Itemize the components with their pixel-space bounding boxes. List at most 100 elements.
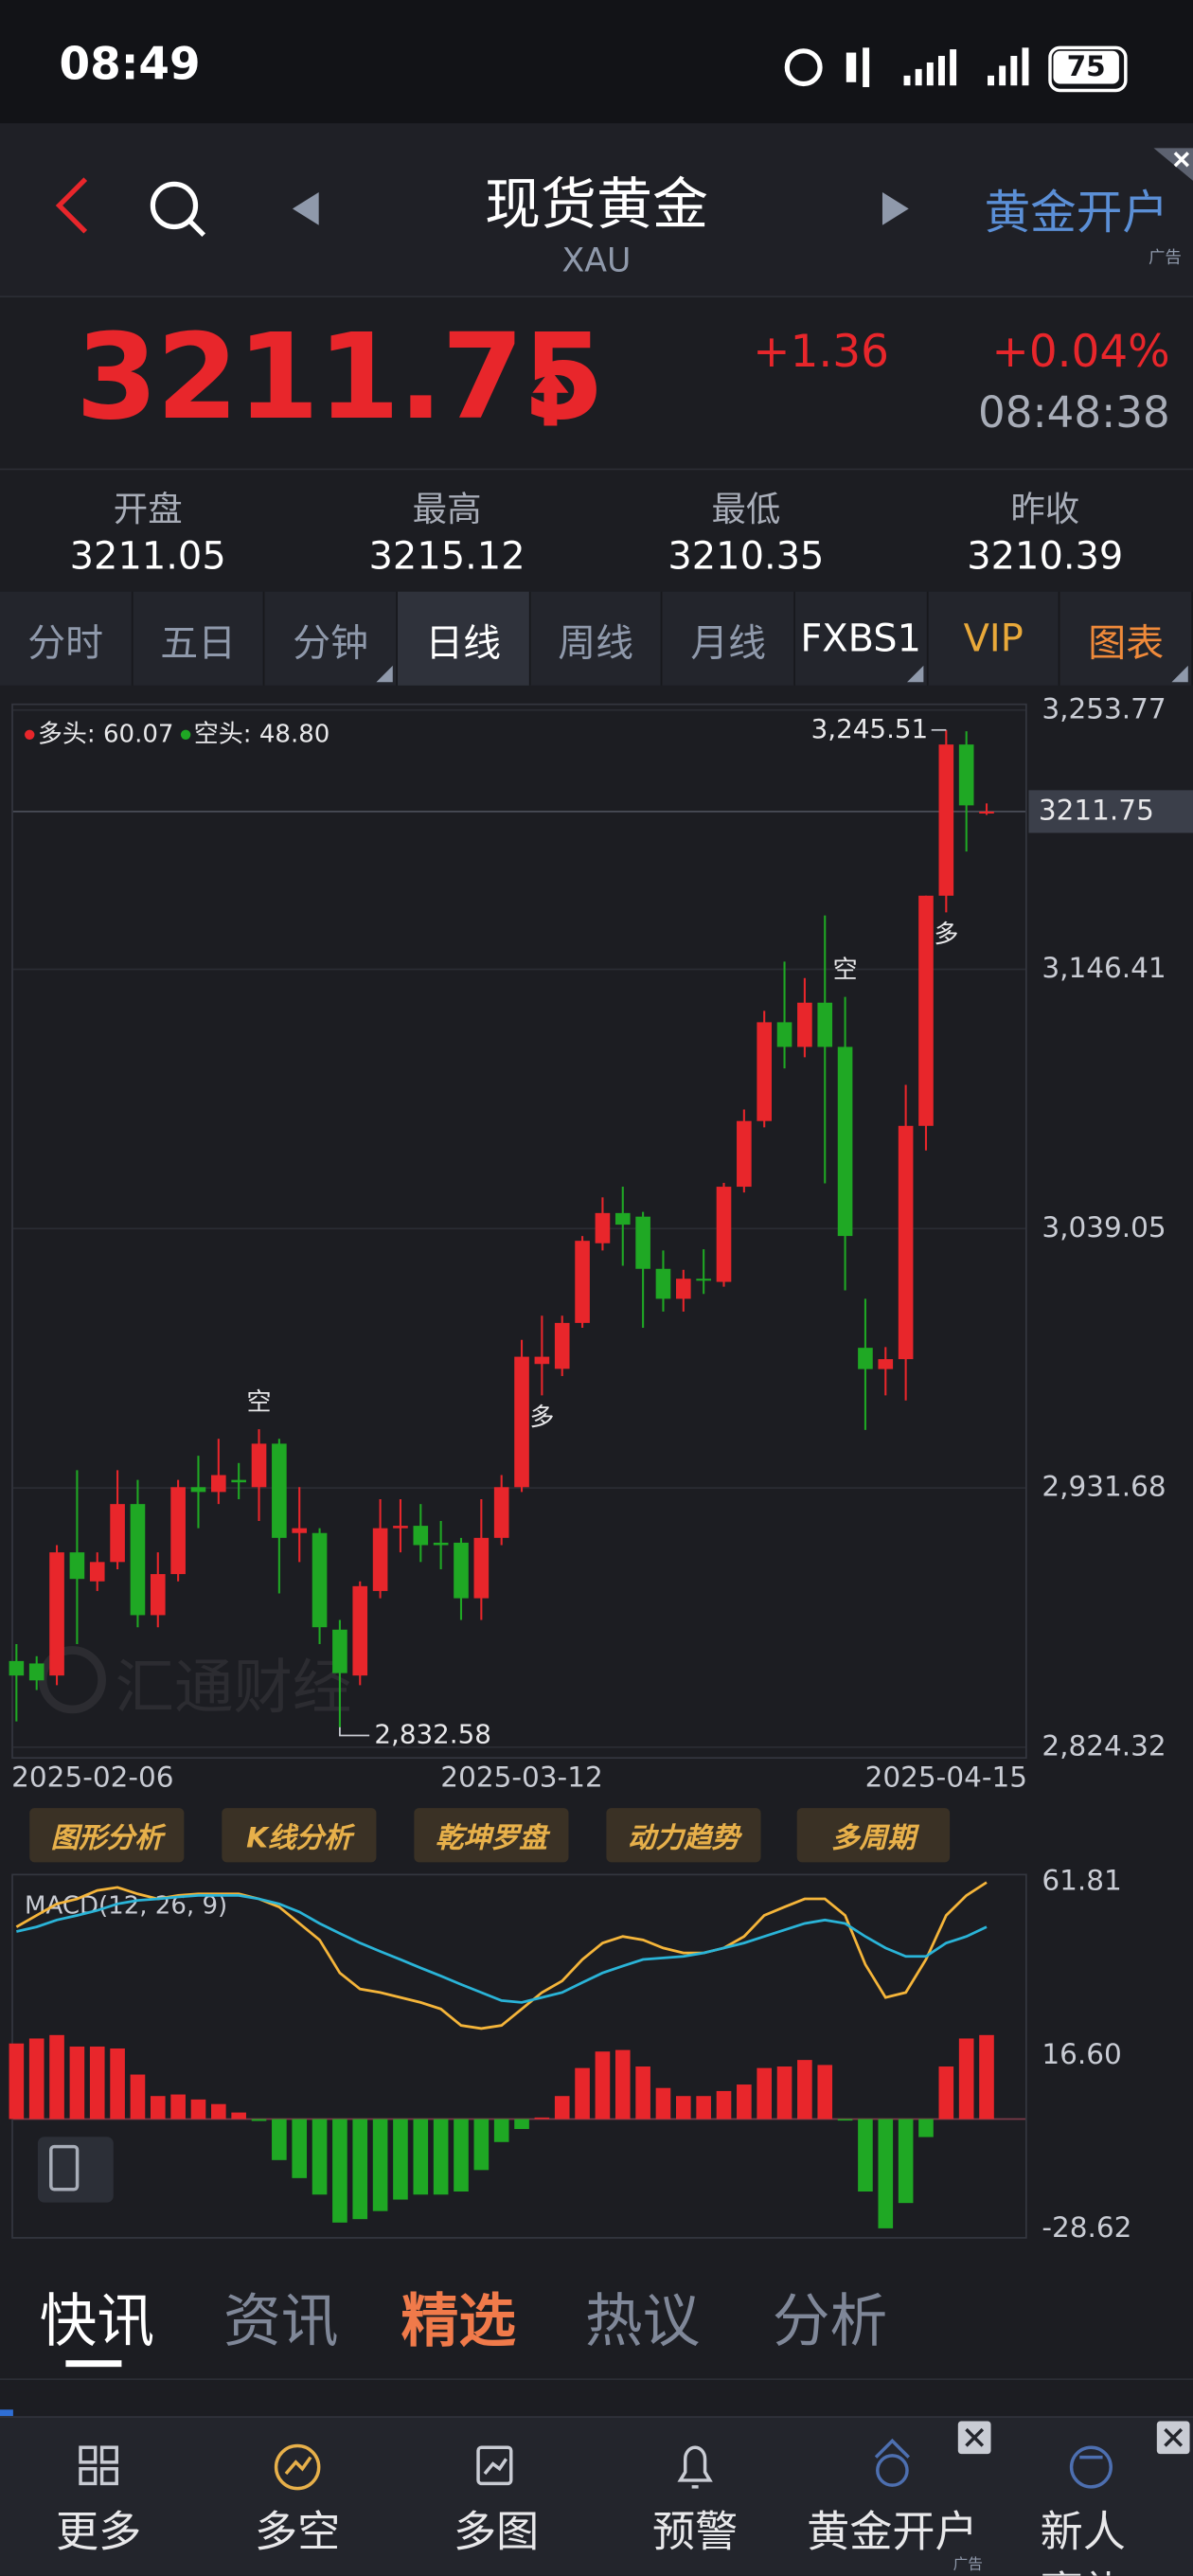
nav-item[interactable]: 多图 (453, 2508, 540, 2558)
macd-bar (958, 2038, 974, 2120)
tool-button[interactable]: K线分析 (222, 1808, 377, 1863)
macd-bar (372, 2119, 388, 2211)
macd-bar (49, 2034, 64, 2120)
nav-icons (79, 2421, 1190, 2491)
candle-body (776, 1022, 792, 1047)
tool-button[interactable]: 多周期 (796, 1808, 951, 1863)
prev-button[interactable] (289, 192, 322, 225)
tool-button[interactable]: 图形分析 (29, 1808, 185, 1863)
next-button[interactable] (880, 192, 913, 225)
macd-bar (352, 2119, 368, 2220)
tab-selected[interactable]: 日线 (398, 591, 531, 686)
macd-bar (635, 2066, 650, 2120)
nav-item[interactable]: 多空 (254, 2508, 341, 2558)
nav-item[interactable]: 预警 (651, 2508, 739, 2558)
candle-body (878, 1359, 894, 1369)
candle-body (554, 1322, 570, 1369)
period-tabs: 分时 五日 分钟 日线 周线 月线 FXBS1 VIP 图表 (0, 591, 1193, 686)
news-tab[interactable]: 分析 (772, 2289, 888, 2356)
macd-bar (292, 2119, 308, 2178)
candle-body (575, 1241, 590, 1323)
stat-label: 最高 (412, 490, 482, 529)
macd-bar (473, 2119, 490, 2171)
ad-close[interactable] (1153, 148, 1193, 181)
macd-bar (231, 2112, 246, 2120)
macd-bar (69, 2046, 85, 2120)
signal-label: 空 (247, 1388, 272, 1417)
divider (0, 2378, 1193, 2381)
tab[interactable]: 分时 (0, 591, 134, 686)
candle-body (655, 1268, 671, 1299)
candle-body (514, 1356, 529, 1488)
macd-bar (737, 2084, 752, 2120)
candle-body (150, 1574, 166, 1616)
tool-button[interactable]: 乾坤罗盘 (414, 1808, 569, 1863)
macd-bar (614, 2049, 631, 2120)
macd-bar (979, 2034, 994, 2120)
price-frame (11, 703, 1027, 1760)
battery (1048, 45, 1128, 93)
legend-label: 多头: 60.07 (38, 720, 174, 748)
candle-body (817, 1002, 833, 1047)
tab[interactable]: 五日 (133, 591, 266, 686)
y-tick-label: 2,931.68 (1042, 1471, 1166, 1503)
ad-tag: 广告 (953, 2557, 983, 2574)
tab-underline (65, 2360, 122, 2368)
x-tick-label: 2025-03-12 (440, 1761, 602, 1793)
tab[interactable]: 图表 (1060, 591, 1193, 686)
macd-bar (918, 2119, 934, 2138)
news-tab[interactable]: 资讯 (223, 2289, 339, 2356)
signal-label: 多 (529, 1404, 554, 1432)
instrument-title: 现货黄金 (484, 172, 709, 239)
candle-body (757, 1022, 773, 1121)
macd-bar (413, 2119, 429, 2195)
stat-value: 3211.05 (69, 535, 226, 579)
macd-bar (898, 2119, 914, 2204)
candle-body (231, 1479, 246, 1483)
news-tab[interactable]: 热议 (584, 2289, 701, 2356)
toggle-icon (49, 2144, 80, 2191)
candle-body (737, 1120, 752, 1188)
up-arrow (532, 369, 569, 426)
candle-body (69, 1552, 85, 1580)
tool-button[interactable]: 动力趋势 (606, 1808, 761, 1863)
candle-body (49, 1552, 64, 1676)
macd-bar (312, 2119, 328, 2195)
search-button[interactable] (145, 176, 210, 242)
ad-link[interactable]: 黄金开户 (984, 186, 1168, 241)
candle-body (251, 1443, 267, 1488)
macd-line (15, 1881, 988, 2030)
macd-bar (433, 2119, 449, 2195)
stat-value: 3215.12 (368, 535, 525, 579)
macd-bar (716, 2090, 732, 2120)
high-label: 3,245.51 (811, 713, 929, 744)
nav-item[interactable]: 新人豪礼 (1040, 2508, 1126, 2575)
macd-bar (211, 2103, 226, 2120)
tab[interactable]: VIP (928, 591, 1061, 686)
quote-time: 08:48:38 (978, 389, 1170, 439)
candle-body (190, 1487, 206, 1493)
signal-label: 多 (934, 921, 958, 949)
x-tick-label: 2025-02-06 (11, 1761, 173, 1793)
y-tick-label: 3,146.41 (1042, 952, 1166, 984)
tab[interactable]: 月线 (663, 591, 796, 686)
tab[interactable]: 周线 (530, 591, 664, 686)
back-button[interactable] (49, 172, 98, 238)
candle-body (332, 1629, 347, 1673)
nav-item[interactable]: 黄金开户 (807, 2508, 978, 2558)
stat-label: 昨收 (1010, 490, 1080, 529)
candle-body (9, 1660, 25, 1676)
price-change-percent: +0.04% (991, 327, 1170, 379)
candle-body (797, 1002, 812, 1047)
tab[interactable]: FXBS1 (795, 591, 929, 686)
ad-tag: 广告 (1148, 249, 1182, 268)
y-tick-label: 16.60 (1042, 2038, 1121, 2070)
macd-bar (837, 2119, 853, 2121)
y-tick-label: 3,253.77 (1042, 692, 1166, 724)
news-tab[interactable]: 精选 (401, 2289, 516, 2356)
nav-item[interactable]: 更多 (55, 2508, 142, 2558)
tab[interactable]: 分钟 (265, 591, 399, 686)
news-tab-selected[interactable]: 快讯 (39, 2289, 155, 2356)
price-change: +1.36 (753, 327, 889, 379)
